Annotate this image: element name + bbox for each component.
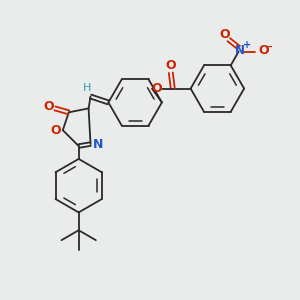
Text: O: O xyxy=(258,44,269,57)
Text: O: O xyxy=(220,28,230,41)
Text: O: O xyxy=(44,100,54,113)
Text: H: H xyxy=(82,82,91,93)
Text: O: O xyxy=(51,124,61,137)
Text: N: N xyxy=(93,138,104,151)
Text: N: N xyxy=(235,44,245,57)
Text: O: O xyxy=(152,82,162,95)
Text: O: O xyxy=(166,59,176,72)
Text: +: + xyxy=(242,40,251,50)
Text: −: − xyxy=(265,42,273,52)
